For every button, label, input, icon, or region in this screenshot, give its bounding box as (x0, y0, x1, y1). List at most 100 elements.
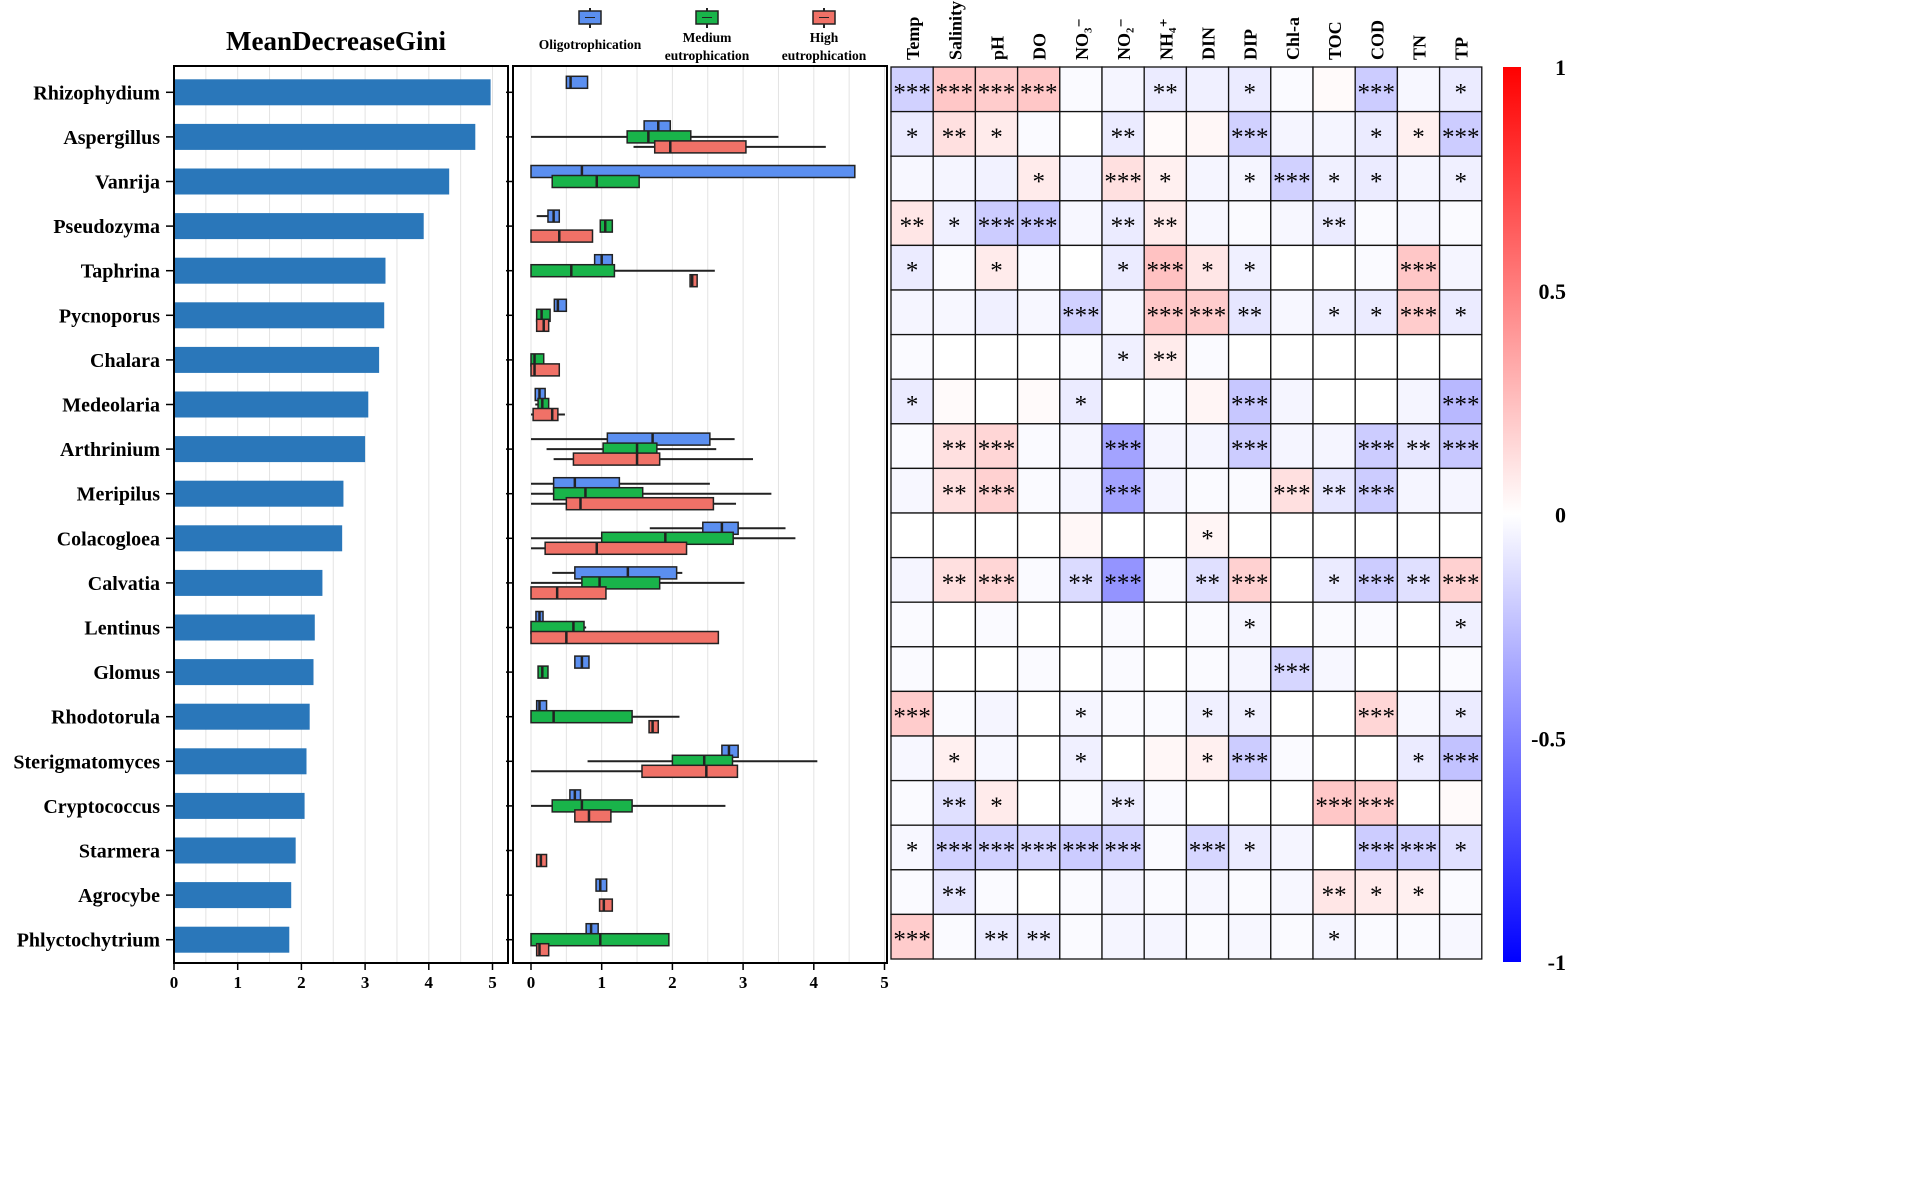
heat-stars-r17-c1: *** (936, 838, 974, 865)
heat-cell-r13-c11 (1354, 646, 1399, 693)
box-x-tick-label: 5 (880, 973, 889, 992)
heat-cell-r11-c6 (1143, 556, 1188, 603)
heat-stars-r15-c4: * (1075, 748, 1088, 775)
heat-stars-r14-c0: *** (893, 704, 931, 731)
heat-stars-r2-c10: * (1328, 169, 1341, 196)
heat-cell-r1-c13 (1438, 110, 1483, 157)
heat-cell-r7-c9 (1270, 378, 1314, 425)
col-header-5: NO₂⁻ (1114, 18, 1134, 60)
heat-stars-r1-c1: ** (942, 124, 967, 151)
heat-stars-r11-c2: *** (978, 570, 1016, 597)
heat-cell-r4-c12 (1396, 244, 1441, 291)
heat-stars-r11-c12: ** (1406, 570, 1431, 597)
heat-cell-r10-c9 (1270, 512, 1314, 559)
heat-cell-r8-c8 (1227, 423, 1272, 470)
heat-cell-r11-c1 (932, 556, 977, 603)
heat-stars-r14-c8: * (1243, 704, 1256, 731)
row-label-lentinus: Lentinus (84, 618, 160, 640)
heat-stars-r8-c2: *** (978, 436, 1016, 463)
row-label-rhodotorula: Rhodotorula (51, 707, 160, 729)
heat-cell-r6-c1 (932, 333, 977, 380)
bar-x-tick-label: 2 (297, 973, 306, 992)
bar-arthrinium (175, 436, 366, 463)
heat-stars-r9-c1: ** (942, 481, 967, 508)
box-taphrina-g1-box (530, 263, 616, 278)
heat-cell-r5-c7 (1185, 289, 1230, 336)
heat-cell-r9-c0 (890, 467, 934, 514)
heat-cell-r18-c1 (932, 869, 977, 916)
bar-plot-frame (173, 65, 509, 964)
colorbar-label-1: 0.5 (1539, 279, 1567, 304)
heat-cell-r16-c6 (1143, 779, 1188, 826)
box-taphrina-g2-box (689, 273, 698, 288)
heat-stars-r9-c10: ** (1322, 481, 1347, 508)
heat-stars-r6-c6: ** (1153, 347, 1178, 374)
heat-stars-r1-c13: *** (1442, 124, 1480, 151)
box-x-tick-label: 3 (739, 973, 748, 992)
heat-cell-r15-c5 (1101, 735, 1145, 782)
heat-cell-r0-c7 (1185, 66, 1230, 113)
col-header-6: NH₄⁺ (1156, 18, 1176, 60)
heat-cell-r19-c5 (1101, 913, 1145, 960)
heat-cell-r14-c2 (974, 690, 1019, 737)
heat-stars-r11-c1: ** (942, 570, 967, 597)
heatmap-column-headers: Temp Salinity pH DO NO₃⁻ NO₂⁻ NH₄⁺ DIN DIP Chl-a T… (903, 1, 1472, 60)
heat-stars-r5-c6: *** (1147, 302, 1185, 329)
box-agrocybe-g2-box (598, 898, 614, 912)
heat-cell-r4-c5 (1101, 244, 1145, 291)
heat-cell-r1-c6 (1143, 110, 1188, 157)
heat-stars-r11-c13: *** (1442, 570, 1480, 597)
heat-stars-r15-c8: *** (1231, 748, 1269, 775)
heat-cell-r13-c13 (1438, 646, 1483, 693)
heat-stars-r5-c7: *** (1189, 302, 1227, 329)
heat-cell-r15-c11 (1354, 735, 1399, 782)
heat-cell-r19-c11 (1354, 913, 1399, 960)
colorbar-label-3: -0.5 (1531, 726, 1566, 751)
heat-stars-r14-c7: * (1201, 704, 1214, 731)
heat-cell-r2-c9 (1270, 155, 1314, 202)
heat-cell-r1-c7 (1185, 110, 1230, 157)
bar-x-tick-label: 4 (425, 973, 434, 992)
heat-stars-r6-c5: * (1117, 347, 1130, 374)
heat-cell-r3-c10 (1312, 200, 1356, 247)
heat-stars-r17-c7: *** (1189, 838, 1227, 865)
heat-cell-r11-c5 (1101, 556, 1145, 603)
heat-cell-r4-c8 (1227, 244, 1272, 291)
col-header-2: pH (988, 36, 1008, 60)
heat-cell-r0-c4 (1059, 66, 1103, 113)
heat-cell-r18-c12 (1396, 869, 1441, 916)
heat-cell-r9-c13 (1438, 467, 1483, 514)
heat-stars-r3-c0: ** (900, 213, 925, 240)
heat-cell-r4-c4 (1059, 244, 1103, 291)
heat-cell-r10-c1 (932, 512, 977, 559)
colorbar: 1 0.5 0 -0.5 -1 (1503, 55, 1566, 975)
heat-stars-r4-c8: * (1243, 258, 1256, 285)
heat-cell-r12-c3 (1016, 601, 1061, 648)
heat-cell-r5-c2 (974, 289, 1019, 336)
genus-labels: Rhizophydium Aspergillus Vanrija Pseudozyma… (13, 82, 513, 952)
heat-cell-r1-c1 (932, 110, 977, 157)
heat-cell-r10-c4 (1059, 512, 1103, 559)
heat-stars-r5-c10: * (1328, 302, 1341, 329)
heat-stars-r19-c2: ** (984, 927, 1009, 954)
heat-cell-r19-c2 (974, 913, 1019, 960)
heat-cell-r12-c0 (890, 601, 934, 648)
heat-cell-r0-c5 (1101, 66, 1145, 113)
heat-stars-r0-c3: *** (1020, 79, 1058, 106)
heat-cell-r0-c13 (1438, 66, 1483, 113)
heat-cell-r5-c12 (1396, 289, 1441, 336)
heatmap-cells: *** *** *** *** ** * *** ** ** * ** *** * * **** *** * * *… (890, 66, 1483, 960)
heat-cell-r11-c4 (1059, 556, 1103, 603)
heat-stars-r5-c13: * (1454, 302, 1467, 329)
heat-stars-r3-c1: * (948, 213, 961, 240)
box-rhodotorula-g1-box (530, 709, 633, 724)
heat-cell-r7-c1 (932, 378, 977, 425)
heat-cell-r19-c1 (932, 913, 977, 960)
heat-cell-r1-c10 (1312, 110, 1356, 157)
heat-stars-r13-c9: *** (1273, 659, 1311, 686)
heat-cell-r12-c8 (1227, 601, 1272, 648)
heat-cell-r5-c0 (890, 289, 934, 336)
heat-stars-r4-c5: * (1117, 258, 1130, 285)
col-header-4: NO₃⁻ (1072, 18, 1092, 60)
heat-stars-r2-c6: * (1159, 169, 1172, 196)
